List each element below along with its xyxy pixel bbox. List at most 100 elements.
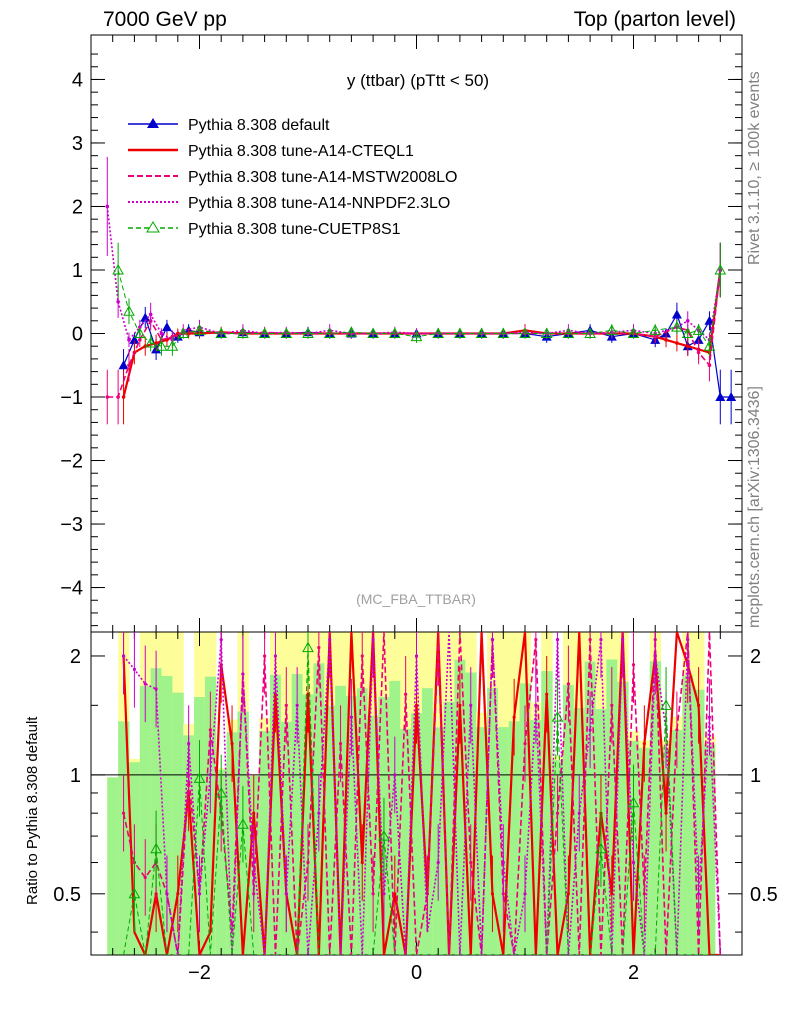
x-tick-label: 2	[628, 962, 639, 984]
main-marker-open-triangle	[302, 327, 314, 338]
ratio-marker-dot	[545, 692, 549, 696]
band-inner	[367, 715, 380, 955]
main-marker-dot	[105, 204, 110, 209]
main-marker-open-triangle	[323, 327, 336, 338]
ratio-marker-dot	[132, 667, 136, 671]
ratio-marker-dot	[360, 860, 364, 865]
main-marker-triangle	[161, 322, 172, 332]
band-inner	[411, 713, 423, 955]
main-marker-triangle	[726, 392, 737, 402]
band-inner	[259, 731, 271, 955]
band-inner	[226, 732, 238, 955]
band-inner	[519, 683, 531, 955]
band-inner	[356, 688, 369, 955]
main-marker-dot	[685, 318, 690, 323]
ratio-marker-dot	[469, 860, 473, 865]
band-inner	[172, 692, 184, 955]
band-inner	[345, 696, 358, 955]
ratio-marker-open-triangle	[215, 786, 228, 798]
ratio-marker-dot	[328, 638, 332, 642]
ratio-marker-dot	[588, 638, 592, 642]
main-series-line	[117, 269, 721, 348]
main-marker-open-triangle	[540, 327, 553, 338]
band-inner	[194, 697, 206, 955]
ratio-marker-dot	[577, 811, 581, 815]
ratio-marker-dot	[143, 682, 147, 686]
legend-label: Pythia 8.308 default	[188, 117, 330, 134]
ratio-y-tick-label: 2	[70, 646, 81, 668]
band-inner	[107, 777, 119, 955]
band-inner	[617, 681, 629, 955]
main-marker-dot	[707, 363, 712, 368]
band-inner	[443, 702, 455, 955]
main-plot-title: y (ttbar) (pTtt < 50)	[347, 71, 489, 90]
ratio-marker-open-triangle	[237, 818, 249, 829]
band-inner	[584, 661, 597, 955]
main-marker-open-triangle	[112, 263, 124, 275]
main-marker-triangle	[704, 315, 715, 325]
ratio-marker-dot	[284, 703, 288, 707]
main-marker-triangle	[140, 312, 151, 322]
main-series-group	[105, 156, 737, 425]
ratio-marker-dot	[523, 742, 527, 746]
ratio-marker-dot	[555, 811, 560, 815]
ratio-series-group	[121, 632, 722, 955]
ratio-series-line	[122, 632, 721, 955]
ratio-marker-dot	[121, 654, 126, 658]
ratio-marker-dot	[165, 892, 169, 896]
main-marker-open-triangle	[258, 327, 271, 338]
ratio-marker-dot	[371, 892, 375, 896]
main-marker-dot	[138, 338, 142, 342]
main-marker-dot	[105, 395, 110, 399]
main-marker-open-triangle	[123, 305, 135, 316]
ratio-marker-dot	[610, 892, 614, 896]
main-marker-open-triangle	[280, 327, 293, 338]
band-inner	[280, 721, 293, 955]
ratio-marker-dot	[686, 638, 690, 642]
main-y-tick-label: −1	[60, 387, 83, 409]
ratio-marker-open-triangle	[128, 887, 141, 899]
legend-label: Pythia 8.308 tune-A14-NNPDF2.3LO	[188, 195, 450, 212]
ratio-marker-dot	[349, 715, 353, 719]
ratio-series-line	[122, 632, 722, 955]
main-marker-open-triangle	[562, 327, 575, 338]
ratio-marker-open-triangle	[150, 842, 162, 854]
ratio-marker-dot	[588, 728, 592, 732]
main-marker-triangle	[118, 360, 129, 370]
main-marker-open-triangle	[692, 324, 705, 335]
main-marker-open-triangle	[703, 340, 716, 351]
band-inner	[291, 674, 304, 955]
band-inner	[421, 688, 434, 955]
main-marker-dot	[159, 331, 164, 336]
main-y-tick-label: 2	[72, 196, 83, 218]
ratio-marker-dot	[241, 672, 245, 676]
ratio-marker-dot	[566, 892, 571, 896]
ratio-marker-open-triangle	[660, 699, 672, 710]
main-marker-dot	[664, 338, 668, 342]
ratio-marker-dot	[653, 654, 657, 658]
ratio-marker-dot	[219, 638, 223, 642]
ratio-marker-dot	[338, 742, 343, 746]
ratio-marker-open-triangle	[595, 842, 607, 854]
main-marker-open-triangle	[133, 327, 146, 338]
band-inner	[541, 671, 553, 955]
ratio-marker-dot	[306, 860, 310, 865]
ratio-marker-dot	[414, 703, 419, 707]
band-inner	[693, 689, 705, 955]
band-inner	[465, 672, 477, 955]
ratio-marker-open-triangle	[627, 796, 640, 808]
main-y-tick-label: −2	[60, 451, 83, 473]
ratio-marker-dot	[664, 811, 668, 815]
ratio-marker-dot	[436, 860, 440, 865]
ratio-marker-dot	[642, 742, 646, 746]
main-marker-open-triangle	[345, 326, 358, 337]
ratio-marker-dot	[599, 638, 603, 642]
ratio-marker-dot	[458, 703, 462, 707]
band-inner	[454, 659, 466, 955]
band-inner	[530, 720, 542, 955]
main-y-tick-label: −4	[60, 578, 83, 600]
ratio-marker-dot	[252, 811, 256, 815]
ratio-marker-dot	[295, 703, 299, 707]
band-inner	[671, 730, 683, 955]
ratio-marker-dot	[621, 638, 625, 642]
